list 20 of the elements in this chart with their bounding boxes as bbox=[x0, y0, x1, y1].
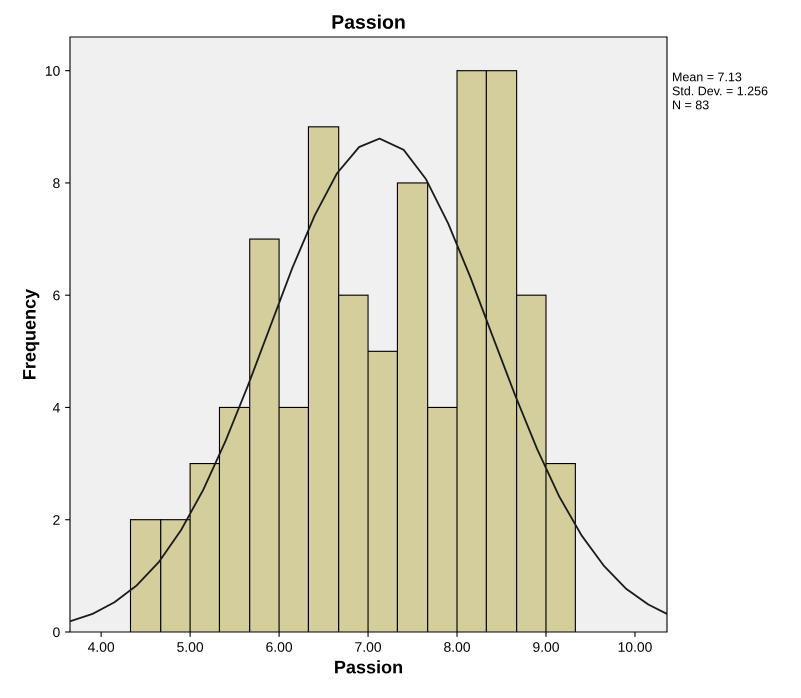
x-tick-label: 9.00 bbox=[533, 642, 559, 652]
y-tick-label: 6 bbox=[53, 290, 60, 300]
text: N = 83 bbox=[673, 100, 709, 110]
text: Std. Dev. = 1.256 bbox=[672, 86, 768, 96]
text: Mean = 7.13 bbox=[673, 72, 742, 82]
y-tick-label: 8 bbox=[53, 178, 60, 188]
x-axis-title: Passion bbox=[335, 660, 402, 674]
y-tick-label: 4 bbox=[52, 402, 60, 413]
x-tick-label: 4.00 bbox=[88, 642, 114, 652]
x-tick-label: 8.00 bbox=[444, 642, 470, 652]
y-axis-title: Frequency bbox=[23, 288, 40, 379]
x-tick-label: 10.00 bbox=[618, 642, 652, 652]
line-series bbox=[70, 138, 667, 622]
x-tick-label: 6.00 bbox=[266, 642, 292, 652]
y-tick-label: 2 bbox=[53, 515, 60, 525]
y-tick-label: 10 bbox=[46, 66, 60, 76]
x-tick-label: 5.00 bbox=[177, 642, 204, 652]
x-tick-label: 7.00 bbox=[355, 642, 382, 652]
chart-title: Passion bbox=[332, 14, 405, 29]
y-tick-label: 0 bbox=[53, 627, 60, 638]
